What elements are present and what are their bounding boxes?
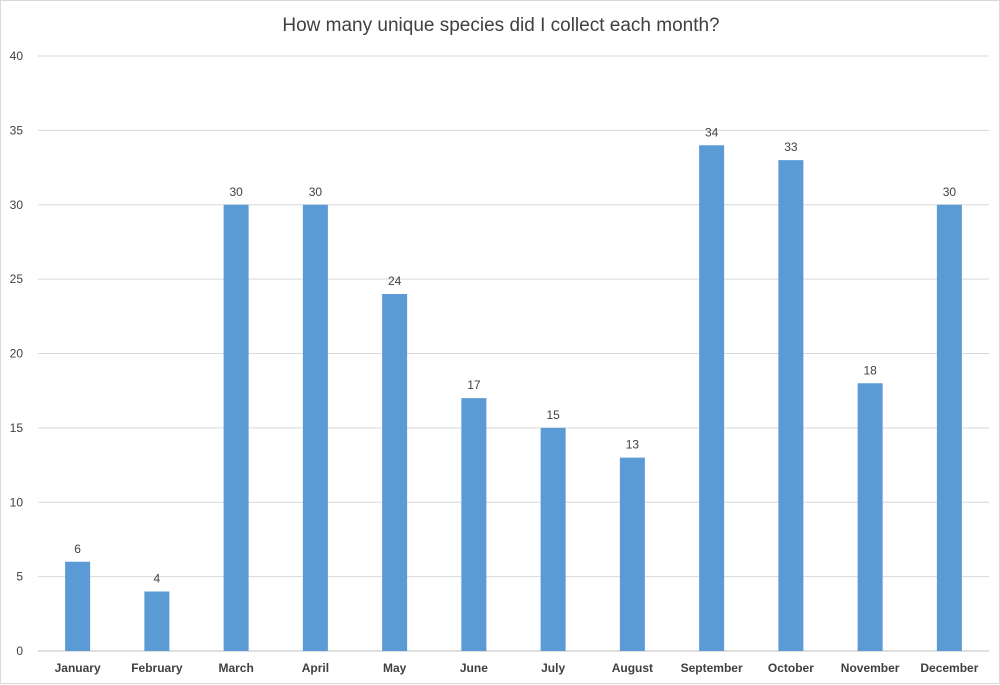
bar-october[interactable] — [778, 160, 804, 651]
y-tick-label: 10 — [10, 495, 24, 509]
x-tick-label: January — [55, 661, 101, 675]
data-label: 34 — [705, 125, 719, 139]
x-tick-label: March — [218, 661, 253, 675]
bar-march[interactable] — [223, 204, 249, 651]
data-label: 30 — [943, 185, 957, 199]
x-tick-label: May — [383, 661, 407, 675]
data-label: 4 — [154, 572, 161, 586]
data-label: 30 — [309, 185, 323, 199]
data-label: 15 — [546, 408, 560, 422]
x-tick-label: July — [541, 661, 565, 675]
x-tick-label: June — [460, 661, 488, 675]
x-tick-label: September — [681, 661, 743, 675]
x-tick-label: April — [302, 661, 329, 675]
bar-january[interactable] — [65, 561, 91, 651]
data-label: 13 — [626, 438, 640, 452]
data-label: 24 — [388, 274, 402, 288]
bar-december[interactable] — [936, 204, 962, 651]
x-tick-label: November — [841, 661, 900, 675]
x-tick-label: October — [768, 661, 814, 675]
y-tick-label: 30 — [10, 198, 24, 212]
bar-august[interactable] — [619, 457, 645, 651]
bar-february[interactable] — [144, 591, 170, 652]
data-label: 33 — [784, 140, 798, 154]
bar-june[interactable] — [461, 398, 487, 651]
x-tick-label: February — [131, 661, 183, 675]
data-label: 30 — [229, 185, 243, 199]
bar-july[interactable] — [540, 427, 566, 651]
bar-september[interactable] — [699, 145, 725, 651]
y-tick-label: 15 — [10, 421, 24, 435]
data-label: 17 — [467, 378, 481, 392]
data-label: 18 — [863, 363, 877, 377]
y-tick-label: 0 — [16, 644, 23, 658]
chart-title: How many unique species did I collect ea… — [282, 15, 720, 36]
y-tick-label: 20 — [10, 347, 24, 361]
y-tick-label: 35 — [10, 123, 24, 137]
y-tick-label: 25 — [10, 272, 24, 286]
x-tick-label: August — [612, 661, 653, 675]
bar-november[interactable] — [857, 383, 883, 651]
y-tick-label: 5 — [16, 570, 23, 584]
y-tick-label: 40 — [10, 49, 24, 63]
bar-may[interactable] — [382, 294, 408, 651]
data-label: 6 — [74, 542, 81, 556]
bar-april[interactable] — [302, 204, 328, 651]
x-tick-label: December — [920, 661, 978, 675]
